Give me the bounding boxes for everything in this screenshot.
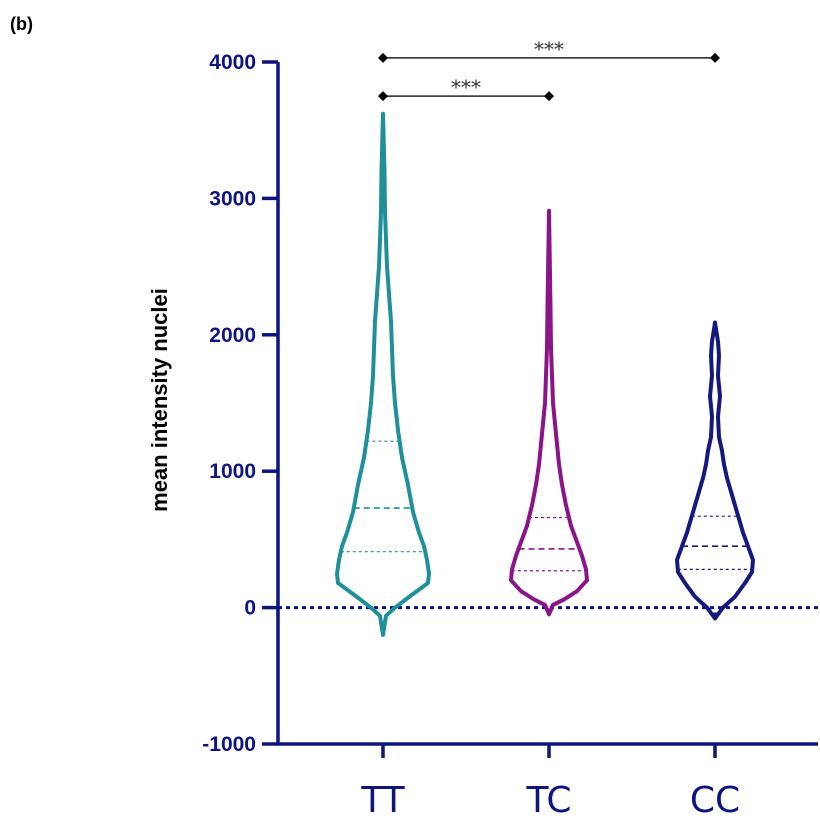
x-tick-label-CC: CC <box>690 780 740 818</box>
violin-TT <box>335 111 431 637</box>
bracket-end-diamond-0 <box>378 91 388 102</box>
y-tick-label-0: 0 <box>244 597 256 620</box>
bracket-end-diamond-0 <box>378 52 388 63</box>
axes-group: -1000 0 1000 2000 3000 4000 TT TC CC <box>202 51 818 818</box>
violin-TC <box>509 208 589 617</box>
x-tick-label-TT: TT <box>360 780 405 818</box>
violin-CC <box>675 320 755 621</box>
significance-label: *** <box>451 75 481 99</box>
significance-group: *** *** <box>378 37 720 102</box>
y-tick-label-2000: 2000 <box>209 324 256 347</box>
violin-outline-TT <box>335 111 431 637</box>
y-tick-label--1000: -1000 <box>202 733 256 756</box>
violin-outline-CC <box>675 320 755 621</box>
significance-bracket-TT-CC: *** <box>378 37 720 63</box>
bracket-end-diamond-1 <box>710 52 720 63</box>
significance-bracket-TT-TC: *** <box>378 75 554 102</box>
x-tick-label-TC: TC <box>525 780 571 818</box>
y-tick-label-1000: 1000 <box>209 460 256 483</box>
panel-label: (b) <box>10 14 33 34</box>
y-axis-label: mean intensity nuclei <box>147 288 172 512</box>
significance-label: *** <box>534 37 564 61</box>
violin-outline-TC <box>509 208 589 617</box>
violins-group <box>335 111 755 637</box>
y-tick-label-4000: 4000 <box>209 51 256 74</box>
y-tick-label-3000: 3000 <box>209 187 256 210</box>
bracket-end-diamond-1 <box>544 91 554 102</box>
